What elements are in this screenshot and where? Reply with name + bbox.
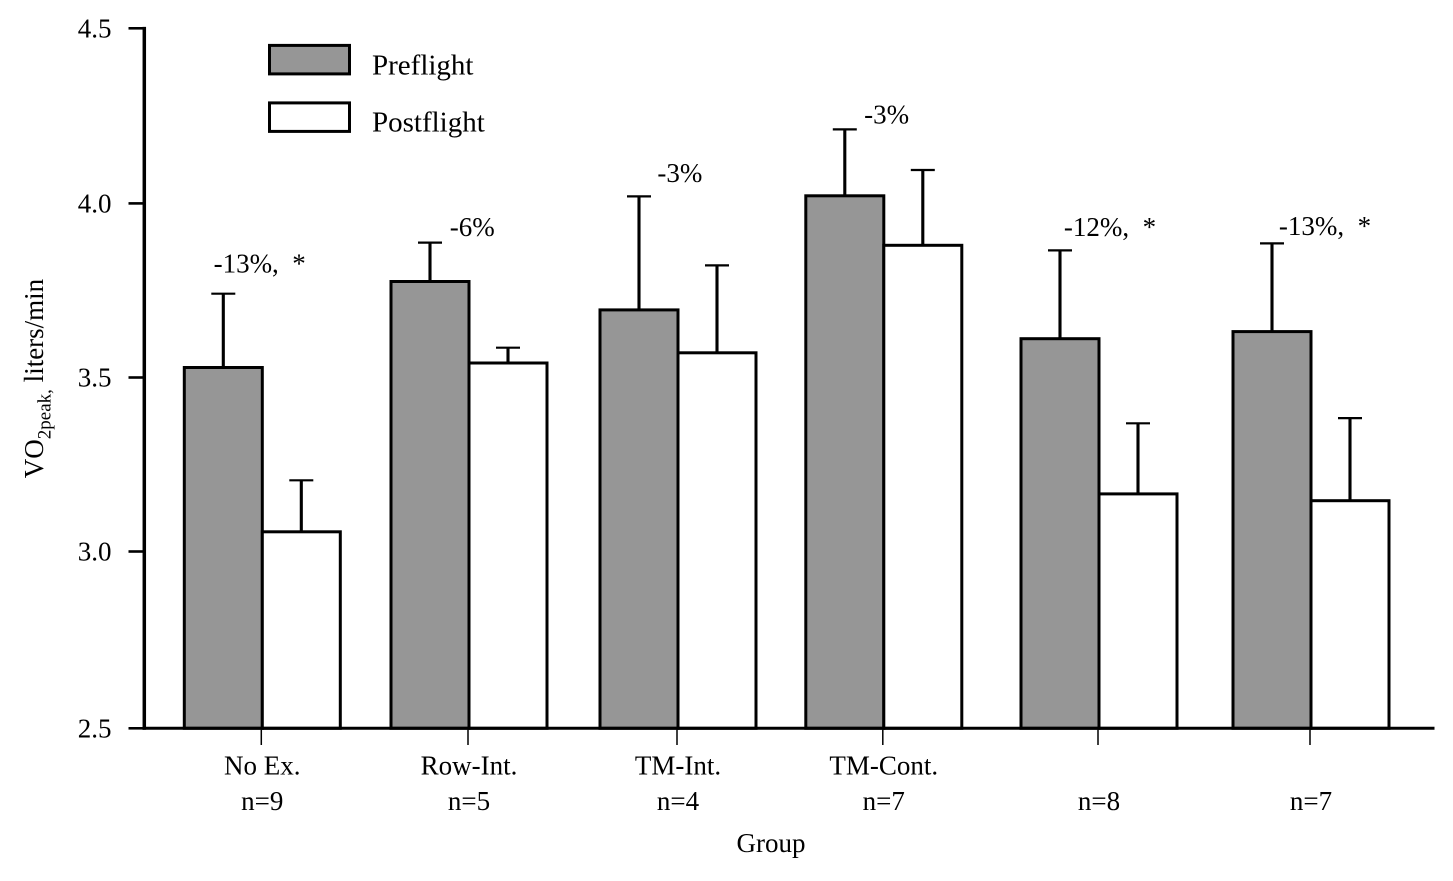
svg-text:Postflight: Postflight	[372, 106, 485, 138]
svg-text:3.5: 3.5	[78, 363, 112, 393]
svg-text:2.5: 2.5	[78, 714, 112, 744]
svg-text:3.0: 3.0	[78, 537, 112, 567]
svg-text:Preflight: Preflight	[372, 50, 474, 82]
svg-text:-3%: -3%	[657, 158, 702, 188]
svg-text:-13%, *: -13%, *	[214, 248, 306, 278]
svg-text:n=7: n=7	[863, 786, 905, 816]
svg-text:-3%: -3%	[864, 99, 909, 129]
svg-text:4.5: 4.5	[78, 14, 112, 44]
svg-text:No Ex.: No Ex.	[224, 750, 301, 780]
svg-text:Row-Int.: Row-Int.	[421, 750, 518, 780]
svg-text:n=7: n=7	[1290, 786, 1332, 816]
svg-text:n=8: n=8	[1078, 786, 1120, 816]
svg-text:n=5: n=5	[448, 786, 490, 816]
svg-text:-12%, *: -12%, *	[1064, 212, 1156, 242]
svg-text:-13%, *: -13%, *	[1279, 211, 1371, 241]
svg-text:Group: Group	[737, 828, 806, 858]
svg-text:n=9: n=9	[241, 786, 283, 816]
svg-text:TM-Cont.: TM-Cont.	[829, 750, 938, 780]
svg-text:n=4: n=4	[657, 786, 700, 816]
svg-text:4.0: 4.0	[78, 189, 112, 219]
svg-text:-6%: -6%	[450, 212, 495, 242]
svg-text:TM-Int.: TM-Int.	[635, 750, 721, 780]
